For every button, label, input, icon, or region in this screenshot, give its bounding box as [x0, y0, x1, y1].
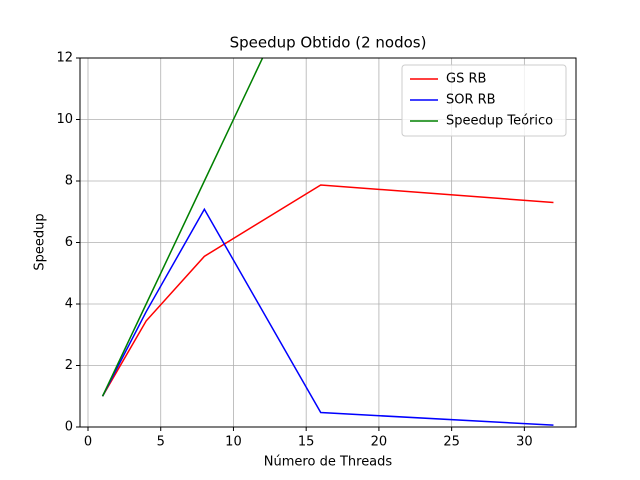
x-tick-label: 25	[443, 435, 460, 450]
x-tick-label: 5	[157, 435, 165, 450]
legend-box	[401, 64, 567, 137]
legend-label: SOR RB	[446, 93, 496, 108]
data-line	[101, 184, 554, 397]
y-tick-label: 2	[65, 358, 73, 373]
chart-title: Speedup Obtido (2 nodos)	[230, 34, 427, 52]
legend-label: GS RB	[446, 72, 486, 87]
legend-label: Speedup Teórico	[446, 114, 553, 129]
y-axis-label: Speedup	[33, 213, 48, 270]
y-tick-label: 6	[65, 235, 73, 250]
y-tick-label: 8	[65, 174, 73, 189]
x-tick-label: 30	[516, 435, 533, 450]
x-tick-label: 0	[84, 435, 92, 450]
x-tick-label: 20	[371, 435, 388, 450]
x-tick-label: 15	[298, 435, 315, 450]
y-tick-label: 0	[65, 420, 73, 435]
plot-area	[101, 58, 554, 426]
y-tick-label: 12	[56, 51, 73, 66]
x-tick-label: 10	[225, 435, 242, 450]
y-tick-label: 10	[56, 112, 73, 127]
x-axis-label: Número de Threads	[264, 455, 393, 470]
data-line	[101, 207, 554, 426]
y-tick-label: 4	[65, 297, 73, 312]
data-line	[101, 58, 264, 397]
